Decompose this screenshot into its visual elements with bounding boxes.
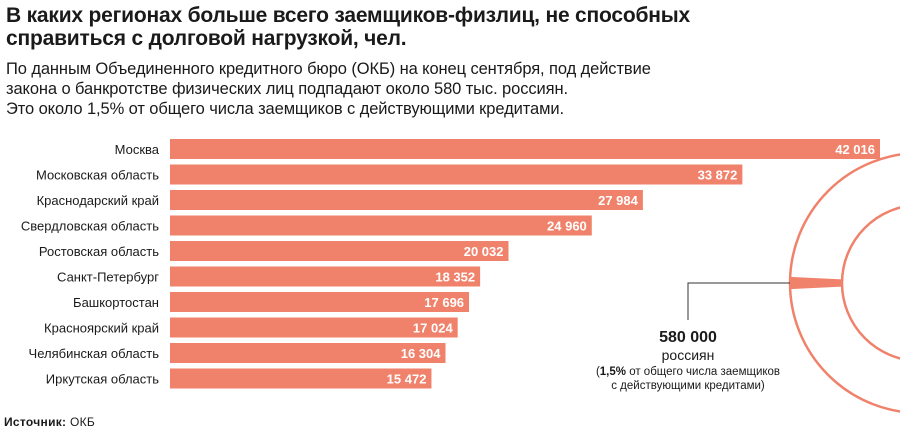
annotation-unit: россиян [662,347,715,363]
chart-subtitle: По данным Объединенного кредитного бюро … [6,59,894,119]
category-label-8: Красноярский край [44,321,159,336]
value-label-6: 18 352 [435,270,475,285]
bar-10 [170,368,432,389]
annotation-note-line-2: с действующими кредитами) [611,380,765,392]
value-label-9: 16 304 [401,346,442,361]
value-label-10: 15 472 [387,372,427,387]
value-label-1: 42 016 [835,142,875,157]
value-label-2: 33 872 [698,168,738,183]
annotation-leader [687,282,790,320]
subtitle-line-3: Это около 1,5% от общего числа заемщиков… [6,100,564,118]
value-label-8: 17 024 [413,321,454,336]
bar-3 [170,190,643,210]
category-label-3: Краснодарский край [37,193,159,208]
title-line-1: В каких регионах больше всего заемщиков-… [6,4,690,27]
bar-2 [170,164,743,185]
value-label-3: 27 984 [598,193,639,208]
category-label-1: Москва [115,142,160,157]
chart-title: В каких регионах больше всего заемщиков-… [6,4,886,50]
category-label-7: Башкортостан [73,295,159,310]
source-label: Источник: [4,415,67,429]
bar-6 [170,266,481,287]
bars-group: Москва 42 016 Московская область 33 872 Крас… [21,139,880,389]
bar-5 [170,241,509,261]
category-label-5: Ростовская область [39,244,159,259]
bar-4 [170,215,592,236]
bar-8 [170,317,458,338]
bar-1 [170,139,880,159]
source-value: ОКБ [69,415,96,429]
inner-circle [840,206,900,360]
category-label-4: Свердловская область [21,219,159,234]
category-label-2: Московская область [36,168,159,183]
subtitle-line-2: закона о банкротстве физических лиц подп… [6,80,568,98]
annotation-note-line-1: (1,5% от общего числа заемщиков [596,366,780,378]
subtitle-line-1: По данным Объединенного кредитного бюро … [6,60,651,78]
annotation-value: 580 000 [659,329,717,346]
title-line-2: справиться с долговой нагрузкой, чел. [6,27,407,50]
value-label-7: 17 696 [424,295,464,310]
category-label-10: Иркутская область [46,372,159,387]
category-label-6: Санкт-Петербург [57,270,159,285]
source-note: Источник: ОКБ [4,415,95,429]
bar-7 [170,292,470,312]
category-label-9: Челябинская область [29,346,160,361]
bar-9 [170,343,446,363]
share-wedge [790,276,843,290]
value-label-5: 20 032 [464,244,504,259]
value-label-4: 24 960 [547,219,587,234]
